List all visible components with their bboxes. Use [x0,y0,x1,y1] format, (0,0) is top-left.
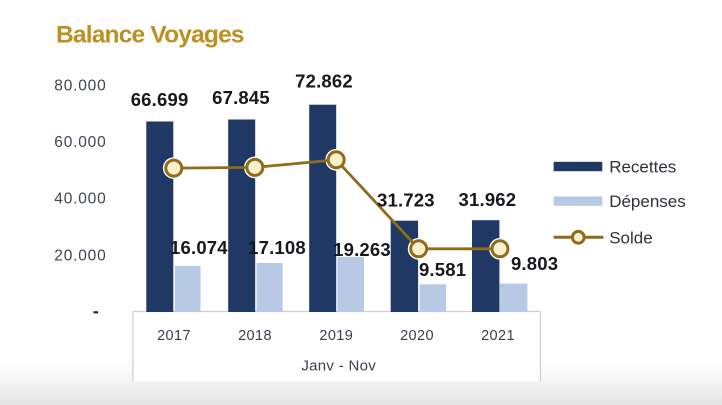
svg-text:67.845: 67.845 [212,87,270,108]
svg-text:Janv - Nov: Janv - Nov [301,358,376,375]
svg-text:60.000: 60.000 [54,134,106,151]
svg-text:2018: 2018 [238,328,272,344]
svg-text:Recettes: Recettes [609,158,676,177]
svg-text:Solde: Solde [609,228,652,247]
svg-text:16.074: 16.074 [170,237,228,258]
svg-text:19.263: 19.263 [333,239,391,260]
svg-text:66.699: 66.699 [131,89,189,110]
svg-text:Dépenses: Dépenses [609,192,686,211]
svg-text:2019: 2019 [319,328,353,344]
svg-text:2021: 2021 [481,328,515,344]
svg-text:40.000: 40.000 [54,191,106,208]
svg-text:31.962: 31.962 [459,189,517,210]
svg-text:72.862: 72.862 [295,71,353,92]
svg-text:17.108: 17.108 [248,237,306,258]
svg-text:2017: 2017 [157,328,191,344]
svg-text:20.000: 20.000 [54,247,106,264]
svg-text:2020: 2020 [400,328,434,344]
svg-text:9.803: 9.803 [511,253,558,274]
svg-text:31.723: 31.723 [377,189,435,210]
svg-text:Balance Voyages: Balance Voyages [56,21,244,48]
svg-text:9.581: 9.581 [419,259,466,280]
svg-text:80.000: 80.000 [54,77,106,94]
